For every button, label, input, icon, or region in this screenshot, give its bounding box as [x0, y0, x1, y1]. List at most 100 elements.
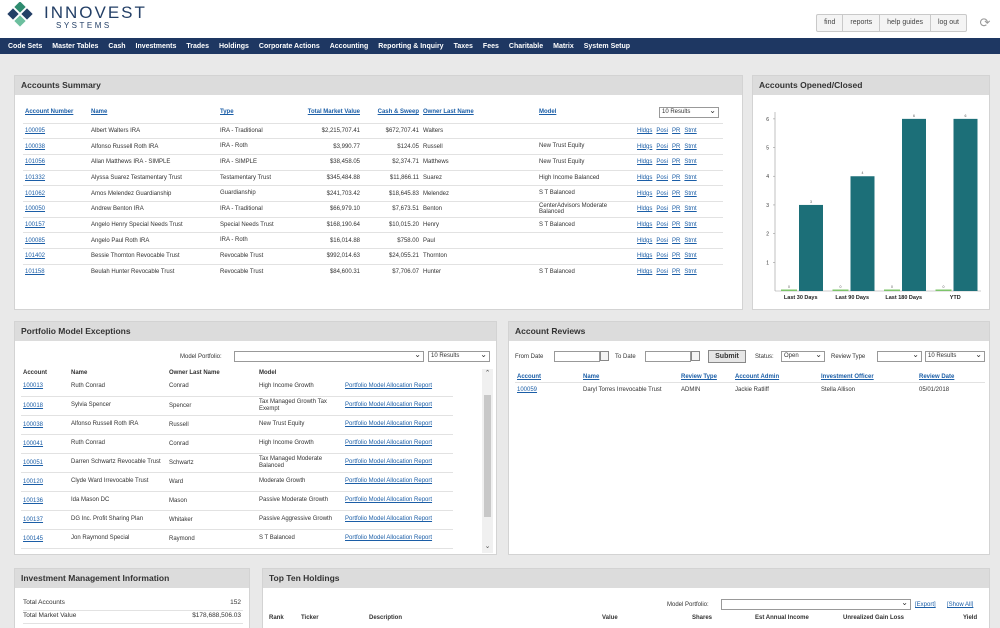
- statement-link[interactable]: Stmt: [684, 143, 697, 150]
- holdings-link[interactable]: Hldgs: [637, 237, 653, 244]
- status-select[interactable]: Open: [781, 350, 825, 362]
- holdings-link[interactable]: Hldgs: [637, 253, 653, 260]
- pr-link[interactable]: PR: [672, 174, 681, 181]
- find-link[interactable]: find: [817, 15, 844, 31]
- account-number-link[interactable]: 101332: [23, 169, 89, 186]
- nav-investments[interactable]: Investments: [135, 42, 177, 50]
- review-account-link[interactable]: 100059: [517, 387, 538, 394]
- exception-account-link[interactable]: 100051: [21, 453, 69, 473]
- pr-link[interactable]: PR: [672, 269, 681, 276]
- col-type[interactable]: Type: [220, 108, 234, 115]
- show-all-link[interactable]: [Show All]: [947, 602, 974, 608]
- log-out-link[interactable]: log out: [937, 19, 959, 26]
- allocation-report-link[interactable]: Portfolio Model Allocation Report: [343, 472, 453, 492]
- positions-link[interactable]: Posi: [656, 221, 669, 228]
- statement-link[interactable]: Stmt: [684, 206, 697, 213]
- scrollbar-thumb[interactable]: [484, 395, 491, 517]
- account-number-link[interactable]: 100050: [23, 200, 89, 218]
- nav-master-tables[interactable]: Master Tables: [52, 42, 99, 50]
- exception-account-link[interactable]: 100018: [21, 396, 69, 416]
- to-date-input[interactable]: [645, 351, 691, 362]
- nav-taxes[interactable]: Taxes: [453, 42, 473, 50]
- allocation-report-link[interactable]: Portfolio Model Allocation Report: [343, 510, 453, 530]
- col-total-market-value[interactable]: Total Market Value: [307, 108, 360, 115]
- positions-link[interactable]: Posi: [656, 237, 669, 244]
- nav-cash[interactable]: Cash: [108, 42, 126, 50]
- positions-link[interactable]: Posi: [656, 190, 669, 197]
- pr-link[interactable]: PR: [672, 190, 681, 197]
- allocation-report-link[interactable]: Portfolio Model Allocation Report: [343, 453, 453, 473]
- col-owner-last-name[interactable]: Owner Last Name: [423, 108, 474, 115]
- col-name[interactable]: Name: [91, 108, 108, 115]
- positions-link[interactable]: Posi: [656, 143, 669, 150]
- statement-link[interactable]: Stmt: [684, 127, 697, 134]
- col-investment-officer[interactable]: Investment Officer: [821, 373, 874, 380]
- statement-link[interactable]: Stmt: [684, 221, 697, 228]
- nav-fees[interactable]: Fees: [482, 42, 499, 50]
- allocation-report-link[interactable]: Portfolio Model Allocation Report: [343, 377, 453, 397]
- exception-account-link[interactable]: 100041: [21, 434, 69, 454]
- statement-link[interactable]: Stmt: [684, 237, 697, 244]
- pr-link[interactable]: PR: [672, 127, 681, 134]
- exceptions-results-select[interactable]: 10 Results: [428, 350, 490, 362]
- nav-matrix[interactable]: Matrix: [553, 42, 574, 50]
- positions-link[interactable]: Posi: [656, 253, 669, 260]
- allocation-report-link[interactable]: Portfolio Model Allocation Report: [343, 529, 453, 549]
- positions-link[interactable]: Posi: [656, 206, 669, 213]
- allocation-report-link[interactable]: Portfolio Model Allocation Report: [343, 491, 453, 511]
- allocation-report-link[interactable]: Portfolio Model Allocation Report: [343, 415, 453, 435]
- holdings-link[interactable]: Hldgs: [637, 143, 653, 150]
- pr-link[interactable]: PR: [672, 253, 681, 260]
- exception-account-link[interactable]: 100120: [21, 472, 69, 492]
- statement-link[interactable]: Stmt: [684, 190, 697, 197]
- holdings-link[interactable]: Hldgs: [637, 221, 653, 228]
- holdings-model-portfolio-select[interactable]: [721, 598, 911, 610]
- statement-link[interactable]: Stmt: [684, 269, 697, 276]
- from-calendar-icon[interactable]: [600, 351, 609, 361]
- exception-account-link[interactable]: 100145: [21, 529, 69, 549]
- model-portfolio-select[interactable]: [234, 350, 424, 362]
- positions-link[interactable]: Posi: [656, 127, 669, 134]
- review-type-select[interactable]: [877, 350, 922, 362]
- nav-holdings[interactable]: Holdings: [218, 42, 249, 50]
- exception-account-link[interactable]: 100038: [21, 415, 69, 435]
- nav-code-sets[interactable]: Code Sets: [8, 42, 43, 50]
- refresh-icon[interactable]: ⟳: [979, 15, 991, 30]
- allocation-report-link[interactable]: Portfolio Model Allocation Report: [343, 396, 453, 416]
- positions-link[interactable]: Posi: [656, 159, 669, 166]
- submit-button[interactable]: Submit: [708, 350, 746, 363]
- nav-charitable[interactable]: Charitable: [508, 42, 544, 50]
- holdings-link[interactable]: Hldgs: [637, 206, 653, 213]
- help-guides-link[interactable]: help guides: [880, 15, 931, 31]
- pr-link[interactable]: PR: [672, 159, 681, 166]
- pr-link[interactable]: PR: [672, 237, 681, 244]
- pr-link[interactable]: PR: [672, 206, 681, 213]
- account-number-link[interactable]: 101062: [23, 185, 89, 202]
- account-number-link[interactable]: 101056: [23, 153, 89, 171]
- holdings-link[interactable]: Hldgs: [637, 127, 653, 134]
- nav-reporting-inquiry[interactable]: Reporting & Inquiry: [378, 42, 444, 50]
- col-account[interactable]: Account: [517, 373, 541, 380]
- exceptions-scrollbar[interactable]: ⌃ ⌄: [482, 369, 493, 553]
- account-number-link[interactable]: 101402: [23, 248, 89, 265]
- nav-system-setup[interactable]: System Setup: [583, 42, 631, 50]
- holdings-link[interactable]: Hldgs: [637, 190, 653, 197]
- nav-corporate-actions[interactable]: Corporate Actions: [258, 42, 320, 50]
- to-calendar-icon[interactable]: [691, 351, 700, 361]
- col-review-date[interactable]: Review Date: [919, 373, 955, 380]
- col-account-number[interactable]: Account Number: [25, 108, 74, 115]
- positions-link[interactable]: Posi: [656, 174, 669, 181]
- account-number-link[interactable]: 101158: [23, 263, 89, 280]
- col-cash-sweep[interactable]: Cash & Sweep: [377, 108, 419, 115]
- from-date-input[interactable]: [554, 351, 600, 362]
- pr-link[interactable]: PR: [672, 143, 681, 150]
- nav-accounting[interactable]: Accounting: [329, 42, 369, 50]
- reviews-results-select[interactable]: 10 Results: [925, 350, 985, 362]
- statement-link[interactable]: Stmt: [684, 159, 697, 166]
- account-number-link[interactable]: 100038: [23, 138, 89, 155]
- col-name[interactable]: Name: [583, 373, 600, 380]
- accounts-results-select[interactable]: 10 Results: [659, 106, 719, 118]
- statement-link[interactable]: Stmt: [684, 174, 697, 181]
- col-account-admin[interactable]: Account Admin: [735, 373, 780, 380]
- positions-link[interactable]: Posi: [656, 269, 669, 276]
